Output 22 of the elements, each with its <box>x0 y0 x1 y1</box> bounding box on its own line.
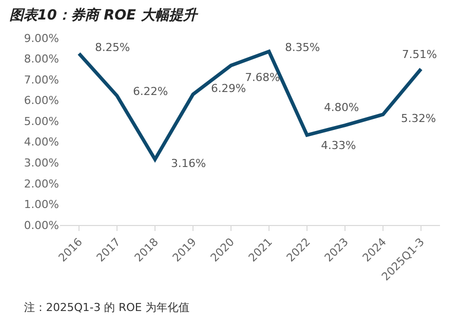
data-label: 7.51% <box>402 48 437 61</box>
data-label: 5.32% <box>401 112 436 125</box>
data-label: 4.80% <box>324 101 359 114</box>
y-tick-label: 9.00% <box>24 32 59 45</box>
y-tick-label: 3.00% <box>24 156 59 170</box>
text: 注：2025Q1-3 的 ROE 为年化值 <box>24 301 190 314</box>
y-tick-label: 5.00% <box>24 114 59 128</box>
data-label: 8.35% <box>285 41 320 54</box>
y-tick-label: 8.00% <box>24 52 59 66</box>
y-tick-label: 2.00% <box>24 177 59 190</box>
data-label: 4.33% <box>321 139 356 152</box>
data-label: 7.68% <box>245 71 280 84</box>
chart-title: 图表10：券商 ROE 大幅提升 <box>9 6 199 24</box>
y-tick-label: 7.00% <box>24 73 59 86</box>
data-label: 8.25% <box>95 41 130 54</box>
y-tick-label: 4.00% <box>24 136 59 149</box>
y-tick-label: 6.00% <box>24 94 59 108</box>
data-label: 3.16% <box>171 157 206 170</box>
y-tick-label: 1.00% <box>24 198 59 212</box>
data-label: 6.22% <box>133 85 168 98</box>
data-label: 6.29% <box>211 82 246 95</box>
y-tick-label: 0.00% <box>24 218 59 232</box>
